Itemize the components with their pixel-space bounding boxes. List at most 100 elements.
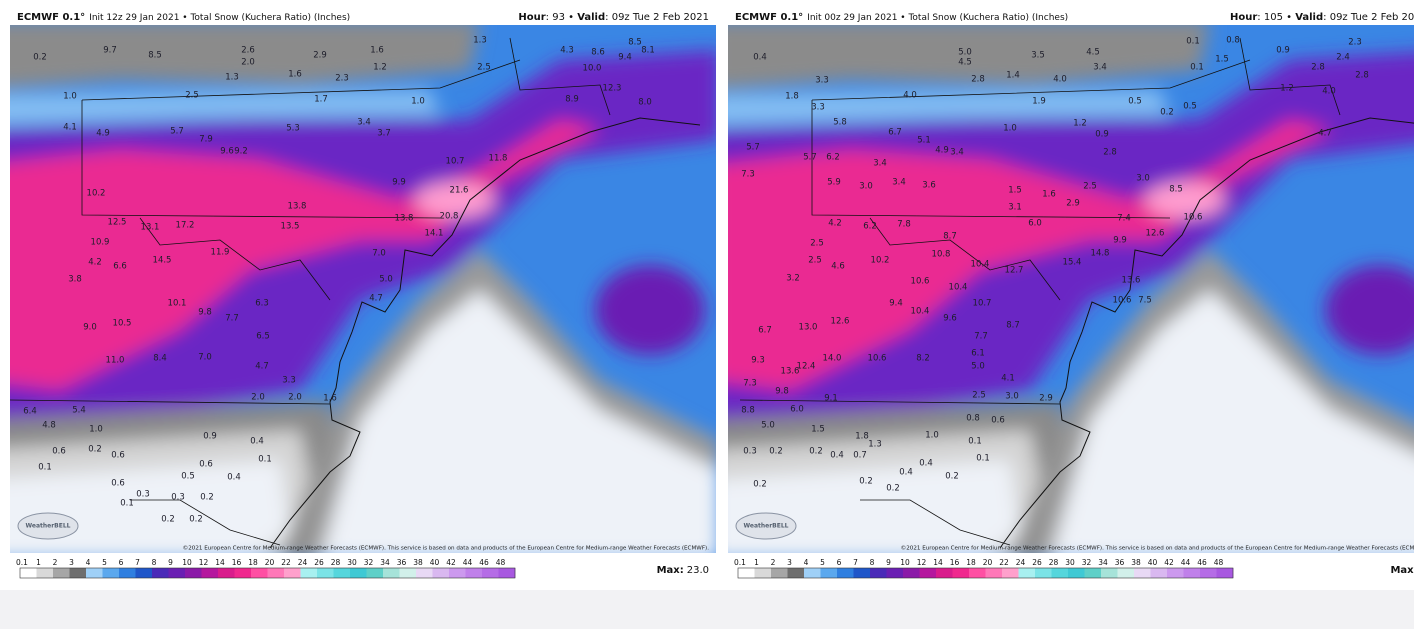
state-line [10,399,331,405]
legend-label: 38 [413,558,423,567]
legend-swatch [1002,568,1019,578]
snow-amount: 2.8 [1311,63,1325,73]
legend-swatch [300,568,318,578]
snow-amount: 9.8 [198,308,212,318]
snow-amount: 5.0 [971,362,985,372]
legend-label: 34 [380,558,390,567]
snow-amount: 9.8 [775,387,789,397]
snow-amount: 10.4 [911,307,930,317]
legend-swatch [366,568,384,578]
snow-amount: 1.8 [855,432,869,442]
legend-swatch [201,568,219,578]
snow-amount: 3.0 [1136,174,1150,184]
legend-swatch [1101,568,1118,578]
snow-amount: 0.9 [1095,130,1109,140]
logo: WeatherBELL [25,523,70,530]
snow-amount: 0.6 [52,447,66,457]
max-value: 23.0 [687,565,709,576]
snow-amount: 0.1 [968,437,982,447]
legend-swatch [919,568,937,578]
snow-amount: 3.5 [1031,51,1045,61]
legend-label: 24 [1016,558,1026,567]
legend-label: 20 [983,558,993,567]
legend-swatch [234,568,252,578]
legend-swatch [870,568,887,578]
legend-label: 36 [1115,558,1125,567]
snow-amount: 2.3 [335,74,349,84]
snow-amount: 2.9 [1066,199,1080,209]
snow-amount: 14.5 [153,256,172,266]
snow-amount: 3.3 [282,376,296,386]
snow-amount: 0.2 [1160,108,1174,118]
snow-amount: 0.1 [120,499,134,509]
legend-swatch [36,568,54,578]
legend-swatch [218,568,235,578]
snow-amount: 3.2 [786,274,800,284]
snow-amount: 0.6 [111,479,125,489]
snow-amount: 0.2 [189,515,203,525]
snow-amount: 2.5 [477,63,491,73]
snow-amount: 9.3 [751,356,765,366]
snow-amount: 2.0 [288,393,302,403]
legend-label: 8 [152,558,157,567]
snow-amount: 6.0 [1028,219,1042,229]
max: Max:1 [1390,565,1414,576]
legend-label: 14 [933,558,943,567]
hour-label: Hour [518,12,545,23]
snow-amount: 0.2 [886,484,900,494]
legend-label: 44 [1181,558,1191,567]
legend-swatch [1117,568,1135,578]
legend-label: 42 [1164,558,1174,567]
snow-amount: 2.4 [1336,53,1350,63]
state-line [869,217,1061,301]
legend-swatch [754,568,772,578]
snow-amount: 4.9 [935,146,949,156]
legend-swatch [1134,568,1151,578]
snow-amount: 12.3 [603,84,622,94]
valid: : 09z Tue 2 Feb 2021 [1323,12,1414,23]
snow-amount: 1.6 [1042,190,1056,200]
legend-swatch [185,568,202,578]
snow-amount: 4.1 [63,123,77,133]
snow-amount: 11.9 [211,248,230,258]
legend-swatch [936,568,953,578]
legend-swatch [399,568,417,578]
legend-label: 14 [215,558,225,567]
snow-amount: 3.3 [815,76,829,86]
state-line [811,100,1171,219]
state-line [130,499,281,546]
snow-amount: 8.2 [916,354,930,364]
snow-amount: 10.5 [113,319,132,329]
legend-swatch [771,568,788,578]
snow-amount: 8.5 [628,38,642,48]
legend-swatch [738,568,755,578]
snow-amount: 2.8 [1103,148,1117,158]
legend-label: 7 [135,558,140,567]
snow-amount: 7.9 [199,135,213,145]
snow-amount: 13.8 [395,214,414,224]
snow-amount: 0.4 [250,437,264,447]
snow-amount: 2.8 [1355,71,1369,81]
snow-amount: 14.1 [425,229,444,239]
snow-amount: 14.0 [823,354,842,364]
snow-amount: 7.7 [225,314,239,324]
legend-swatch [383,568,400,578]
snow-amount: 2.0 [251,393,265,403]
max: Max: 23.0 [657,565,709,576]
max-label: Max: [1390,565,1414,576]
snow-amount: 1.0 [89,425,103,435]
snow-amount: 1.2 [1073,119,1087,129]
legend-swatch [333,568,351,578]
legend-swatch [886,568,904,578]
snow-amount: 0.2 [809,447,823,457]
legend-label: 40 [430,558,440,567]
legend-label: 40 [1148,558,1158,567]
snow-amount: 10.4 [949,283,968,293]
legend-label: 26 [314,558,324,567]
legend-frame [737,567,1234,579]
legend-label: 34 [1098,558,1108,567]
snow-amount: 7.3 [743,379,757,389]
snow-amount: 0.6 [199,460,213,470]
snow-amount: 10.8 [932,250,951,260]
legend-label: 22 [281,558,291,567]
